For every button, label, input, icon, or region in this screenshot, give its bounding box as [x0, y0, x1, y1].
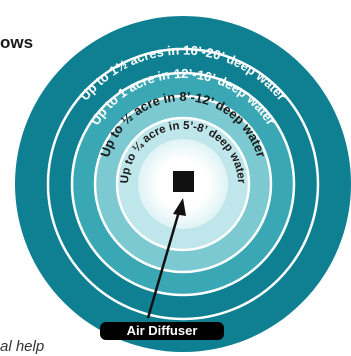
- air-diffuser-marker: [173, 171, 194, 192]
- diffuser-pointer-arrowhead: [173, 198, 186, 216]
- ring-1-boundary: [46, 47, 320, 321]
- air-diffuser-label: Air Diffuser: [100, 322, 224, 340]
- diffuser-pointer-line: [146, 207, 182, 319]
- side-text-top: ows: [0, 33, 34, 52]
- side-text-bottom: al help: [0, 338, 45, 355]
